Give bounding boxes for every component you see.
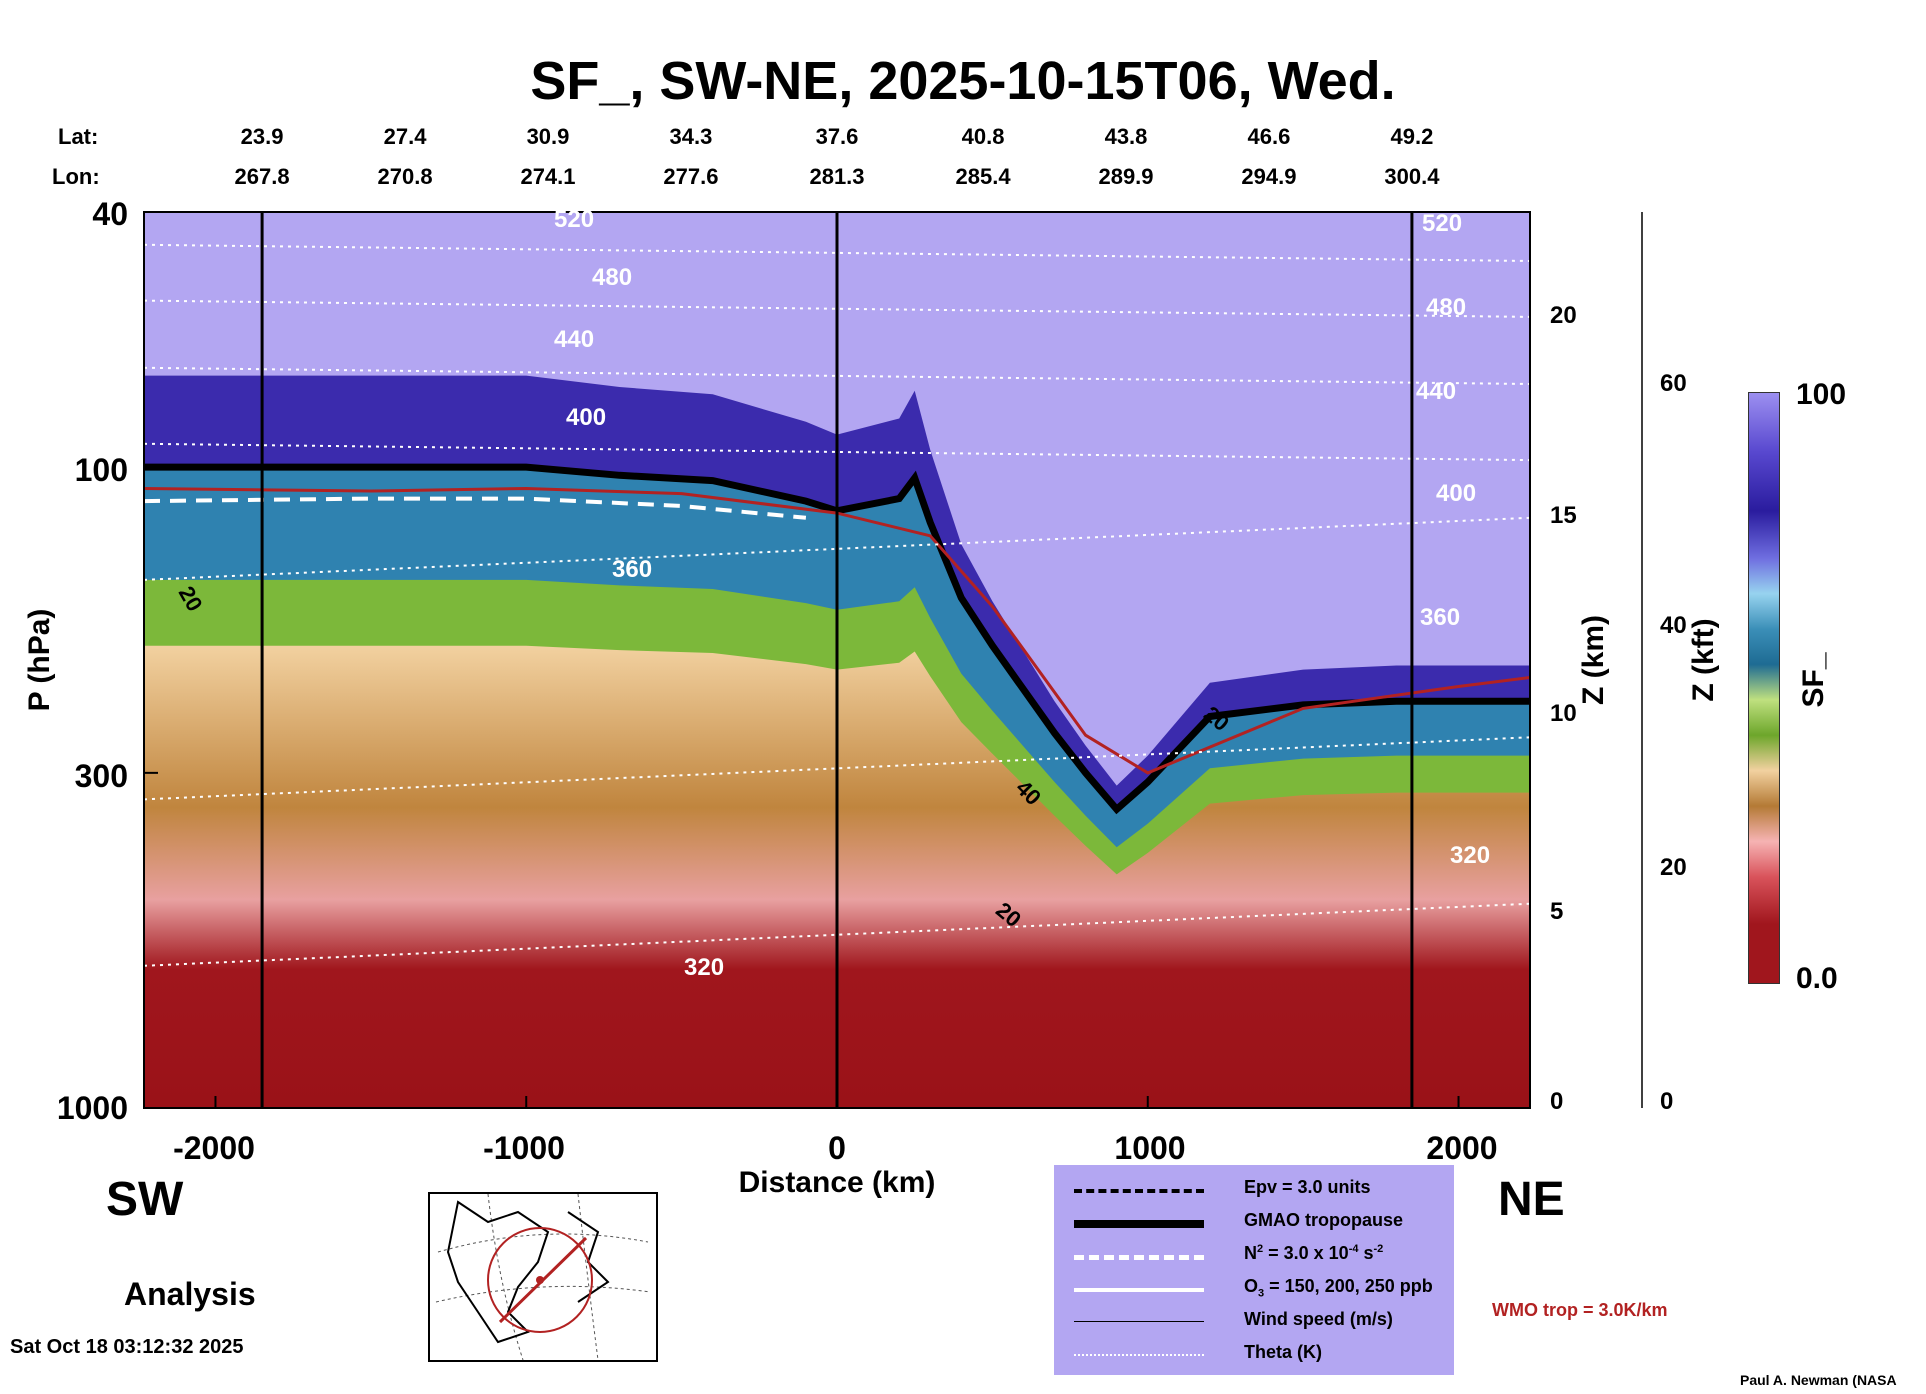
theta-label: 520 <box>1422 210 1463 237</box>
legend-line-theta <box>1074 1354 1204 1356</box>
x-tick-label: 1000 <box>1114 1130 1186 1166</box>
legend-line-o3 <box>1074 1288 1204 1292</box>
legend-label-n2: N2 = 3.0 x 10-4 s-2 <box>1244 1243 1384 1263</box>
y-tick-label: 300 <box>74 758 128 794</box>
colorbar-max-label: 100 <box>1796 378 1847 411</box>
theta-label: 320 <box>684 954 725 981</box>
z-km-tick-label: 5 <box>1550 898 1564 925</box>
legend-label-wind: Wind speed (m/s) <box>1244 1309 1393 1329</box>
theta-label: 360 <box>1420 604 1461 631</box>
legend-row-wind: Wind speed (m/s) <box>1074 1307 1454 1337</box>
lat-value: 34.3 <box>669 124 713 149</box>
lat-value: 37.6 <box>815 124 859 149</box>
colorbar-min-label: 0.0 <box>1796 962 1838 995</box>
legend-line-gmao <box>1074 1220 1204 1228</box>
lat-value: 49.2 <box>1390 124 1434 149</box>
sw-label: SW <box>106 1173 184 1226</box>
lat-value: 30.9 <box>526 124 570 149</box>
theta-label: 480 <box>592 264 633 291</box>
legend-label-o3: O3 = 150, 200, 250 ppb <box>1244 1276 1433 1300</box>
ne-label: NE <box>1498 1173 1565 1226</box>
lat-label: Lat: <box>58 124 99 149</box>
inset-map-center <box>536 1276 544 1284</box>
lon-label: Lon: <box>52 164 100 189</box>
analysis-label: Analysis <box>124 1276 256 1312</box>
y-tick-label: 1000 <box>56 1090 128 1126</box>
lat-value: 23.9 <box>240 124 284 149</box>
legend-line-epv <box>1074 1189 1204 1193</box>
legend-row-gmao: GMAO tropopause <box>1074 1208 1454 1238</box>
z-kft-tick-label: 60 <box>1660 370 1687 397</box>
gmao-tropopause-line <box>144 463 1530 815</box>
inset-map-range-ring <box>487 1227 593 1333</box>
lon-value: 285.4 <box>955 164 1011 189</box>
x-tick-label: -2000 <box>173 1130 255 1166</box>
theta-label: 440 <box>554 326 595 353</box>
lat-value: 40.8 <box>961 124 1005 149</box>
legend: Epv = 3.0 units GMAO tropopause N2 = 3.0… <box>1054 1165 1454 1375</box>
z-km-tick-label: 20 <box>1550 302 1577 329</box>
x-axis-title: Distance (km) <box>738 1166 936 1199</box>
timestamp: Sat Oct 18 03:12:32 2025 <box>10 1336 244 1358</box>
lon-value: 267.8 <box>234 164 290 189</box>
lon-value: 274.1 <box>520 164 576 189</box>
legend-row-epv: Epv = 3.0 units <box>1074 1175 1454 1205</box>
legend-line-n2 <box>1074 1255 1204 1260</box>
inset-map-frame <box>428 1192 658 1362</box>
theta-label: 400 <box>1436 480 1477 507</box>
x-tick-label: 0 <box>828 1130 846 1166</box>
legend-label-theta: Theta (K) <box>1244 1342 1322 1362</box>
x-tick-label: 2000 <box>1426 1130 1498 1166</box>
legend-row-o3: O3 = 150, 200, 250 ppb <box>1074 1274 1454 1304</box>
theta-label: 440 <box>1416 378 1457 405</box>
theta-label: 320 <box>1450 842 1491 869</box>
theta-label: 480 <box>1426 294 1467 321</box>
legend-label-gmao: GMAO tropopause <box>1244 1210 1404 1230</box>
lon-value: 300.4 <box>1384 164 1440 189</box>
y-tick-label: 100 <box>74 452 128 488</box>
colorbar <box>1748 392 1780 984</box>
z-km-tick-label: 15 <box>1550 502 1577 529</box>
z-kft-tick-label: 40 <box>1660 612 1687 639</box>
theta-label: 400 <box>566 404 607 431</box>
lon-value: 294.9 <box>1241 164 1297 189</box>
credit: Paul A. Newman (NASA <box>1740 1372 1897 1388</box>
lat-value: 46.6 <box>1247 124 1291 149</box>
lat-value: 43.8 <box>1104 124 1148 149</box>
z-km-tick-label: 0 <box>1550 1088 1564 1115</box>
wmo-note: WMO trop = 3.0K/km <box>1492 1300 1668 1320</box>
chart-title: SF_, SW-NE, 2025-10-15T06, Wed. <box>530 51 1396 111</box>
lat-value: 27.4 <box>383 124 427 149</box>
lon-value: 289.9 <box>1098 164 1154 189</box>
lon-value: 277.6 <box>663 164 719 189</box>
lon-value: 270.8 <box>377 164 433 189</box>
axes <box>143 211 1643 1109</box>
legend-row-n2: N2 = 3.0 x 10-4 s-2 <box>1074 1241 1454 1271</box>
n2-threshold-line <box>143 496 807 520</box>
z-kft-tick-label: 20 <box>1660 854 1687 881</box>
legend-row-theta: Theta (K) <box>1074 1340 1454 1370</box>
legend-line-wind <box>1074 1321 1204 1322</box>
z-kft-tick-label: 0 <box>1660 1088 1674 1115</box>
wmo-tropopause-line <box>143 486 1531 775</box>
inset-map-coastline <box>446 1200 550 1344</box>
theta-label: 360 <box>612 556 653 583</box>
y-tick-label: 40 <box>92 196 128 232</box>
legend-label-epv: Epv = 3.0 units <box>1244 1177 1371 1197</box>
x-tick-label: -1000 <box>483 1130 565 1166</box>
inset-map <box>428 1192 658 1362</box>
inset-map-graticule <box>435 1193 651 1361</box>
theta-label: 520 <box>554 206 595 233</box>
lon-value: 281.3 <box>809 164 865 189</box>
z-km-tick-label: 10 <box>1550 700 1577 727</box>
